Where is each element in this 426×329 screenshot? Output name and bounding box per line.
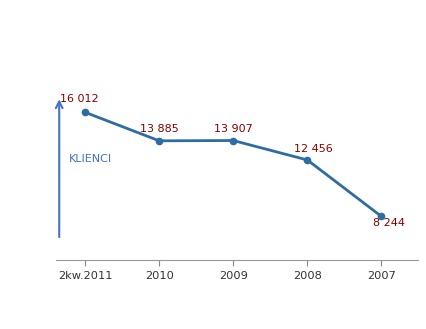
Text: KLIENCI: KLIENCI	[69, 154, 112, 164]
Text: 8 244: 8 244	[372, 218, 404, 229]
Text: 16 012: 16 012	[60, 94, 98, 104]
Text: 1. Rynek car fleet management w Polsce w 2 kw.2011: 1. Rynek car fleet management w Polsce w…	[20, 18, 406, 31]
Text: 13 885: 13 885	[139, 124, 178, 134]
Text: 12 456: 12 456	[293, 143, 332, 154]
Text: KerallaResearch,  2011 www.keralla.pl: KerallaResearch, 2011 www.keralla.pl	[111, 308, 366, 321]
Text: (ujęcie historyczne wg liczby klientów): (ujęcie historyczne wg liczby klientów)	[73, 49, 353, 62]
Text: 13 907: 13 907	[213, 124, 252, 134]
